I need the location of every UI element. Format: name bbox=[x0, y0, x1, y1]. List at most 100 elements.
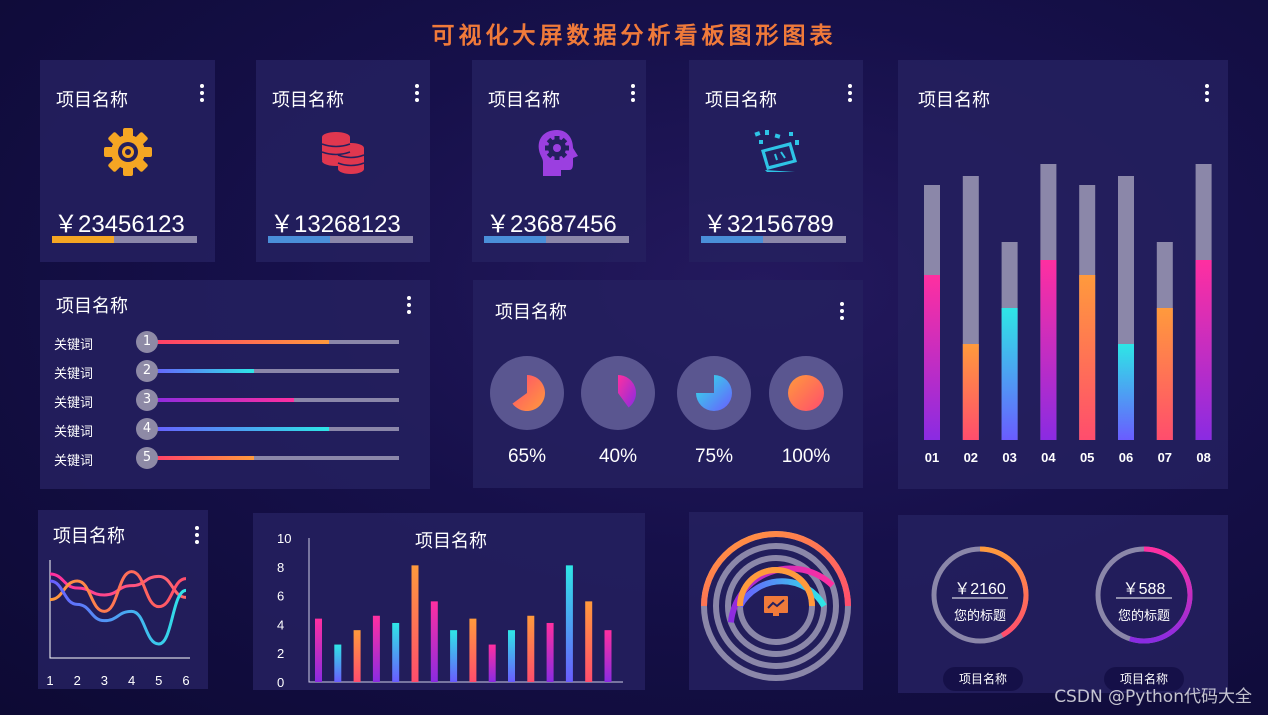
column-chart: 10 8 6 4 2 0 bbox=[277, 531, 623, 690]
keyword-row: 关键词 3 bbox=[54, 389, 414, 411]
keyword-row: 关键词 4 bbox=[54, 418, 414, 440]
bar-category-label: 03 bbox=[1002, 450, 1016, 465]
gauge-label: 您的标题 bbox=[1117, 609, 1170, 624]
page-title: 可视化大屏数据分析看板图形图表 bbox=[431, 23, 837, 49]
rank-badge: 3 bbox=[136, 389, 158, 411]
rank-badge: 2 bbox=[136, 360, 158, 382]
column-bar bbox=[430, 601, 438, 682]
column-bar bbox=[372, 615, 380, 682]
card-title: 项目名称 bbox=[705, 90, 777, 111]
keyword-label: 关键词 bbox=[54, 367, 94, 382]
column-bar bbox=[508, 630, 515, 682]
keyword-label: 关键词 bbox=[54, 338, 94, 353]
head-gear-icon bbox=[535, 128, 583, 182]
progress-fill bbox=[484, 236, 547, 243]
bar-category-label: 07 bbox=[1158, 450, 1172, 465]
bar-value bbox=[1001, 308, 1018, 440]
amount-value: ￥32156789 bbox=[703, 211, 834, 238]
line-series bbox=[49, 570, 187, 613]
amount-value: ￥23456123 bbox=[54, 211, 185, 238]
more-options-icon[interactable] bbox=[630, 84, 636, 104]
progress-fill bbox=[268, 236, 331, 243]
pie-percent-label: 100% bbox=[781, 446, 831, 467]
progress-bar bbox=[52, 236, 197, 243]
monitor-chart-icon bbox=[764, 596, 788, 616]
keyword-label: 关键词 bbox=[54, 425, 94, 440]
keyword-progress-track bbox=[149, 427, 399, 431]
item-name-button[interactable]: 项目名称 bbox=[943, 667, 1023, 691]
bar-category-label: 02 bbox=[964, 450, 978, 465]
pie-percent-label: 65% bbox=[507, 446, 547, 467]
more-options-icon[interactable] bbox=[839, 302, 845, 322]
x-tick-label: 1 bbox=[46, 673, 53, 688]
column-bar bbox=[546, 622, 554, 682]
more-options-icon[interactable] bbox=[1204, 84, 1210, 104]
keyword-progress-track bbox=[149, 456, 399, 460]
item-name-button[interactable]: 项目名称 bbox=[1104, 667, 1184, 691]
x-tick-label: 6 bbox=[182, 673, 189, 688]
stat-card: 项目名称 ￥13268123 bbox=[256, 60, 430, 262]
column-bar bbox=[565, 565, 573, 682]
y-tick-label: 0 bbox=[277, 675, 284, 690]
gauges-panel: ￥2160 您的标题 ￥588 您的标题 项目名称 项目名称 bbox=[898, 515, 1228, 693]
column-bar bbox=[411, 565, 419, 682]
bar-value bbox=[1156, 308, 1173, 440]
more-options-icon[interactable] bbox=[199, 84, 205, 104]
x-tick-label: 5 bbox=[155, 673, 162, 688]
progress-fill bbox=[701, 236, 764, 243]
pie-percent-label: 40% bbox=[598, 446, 638, 467]
more-options-icon[interactable] bbox=[406, 296, 412, 316]
keyword-row: 关键词 2 bbox=[54, 360, 414, 382]
concentric-ring-chart bbox=[701, 531, 851, 681]
column-bar bbox=[585, 601, 593, 682]
card-title: 项目名称 bbox=[488, 90, 560, 111]
keyword-progress-fill bbox=[149, 340, 329, 344]
bar-value bbox=[1079, 275, 1096, 440]
pie-chart bbox=[768, 355, 844, 431]
gauge-progress bbox=[1129, 546, 1193, 644]
gauge-value: ￥588 bbox=[1122, 581, 1166, 598]
progress-bar bbox=[484, 236, 629, 243]
axis-line bbox=[49, 560, 190, 659]
panel-title: 项目名称 bbox=[918, 90, 990, 111]
gauge-progress bbox=[979, 546, 1029, 638]
pie-panel: 项目名称 65% 40% 75% 100% bbox=[473, 280, 863, 488]
rank-badge: 4 bbox=[136, 418, 158, 440]
bar-value bbox=[1118, 344, 1134, 440]
keywords-panel: 项目名称 关键词 1 关键词 2 关键词 3 关键词 4 关键词 5 bbox=[40, 280, 430, 489]
bar-category-label: 06 bbox=[1119, 450, 1133, 465]
keyword-row: 关键词 1 bbox=[54, 331, 414, 353]
amount-value: ￥23687456 bbox=[486, 211, 617, 238]
progress-bar bbox=[268, 236, 413, 243]
bar-category-label: 05 bbox=[1080, 450, 1094, 465]
more-options-icon[interactable] bbox=[194, 526, 200, 546]
stat-card: 项目名称 ￥23687456 bbox=[472, 60, 646, 262]
column-bar bbox=[469, 618, 477, 682]
y-tick-label: 4 bbox=[277, 617, 284, 632]
progress-fill bbox=[52, 236, 115, 243]
keyword-progress-fill bbox=[149, 456, 254, 460]
line-series bbox=[49, 579, 187, 646]
y-tick-label: 10 bbox=[277, 531, 291, 546]
column-bar bbox=[392, 622, 400, 682]
axis-line bbox=[308, 538, 623, 683]
bar-chart-panel: 项目名称 01 02 03 04 05 06 07 08 bbox=[898, 60, 1228, 489]
x-tick-label: 2 bbox=[74, 673, 81, 688]
more-options-icon[interactable] bbox=[847, 84, 853, 104]
column-bar bbox=[353, 630, 361, 682]
card-title: 项目名称 bbox=[56, 90, 128, 111]
more-options-icon[interactable] bbox=[414, 84, 420, 104]
panel-title: 项目名称 bbox=[495, 302, 567, 323]
stat-card: 项目名称 ￥32156789 bbox=[689, 60, 863, 262]
bar-value bbox=[924, 275, 940, 440]
column-bar bbox=[334, 644, 342, 682]
rank-badge: 1 bbox=[136, 331, 158, 353]
bar-value bbox=[1040, 260, 1057, 440]
bar-category-label: 04 bbox=[1041, 450, 1056, 465]
y-tick-label: 6 bbox=[277, 589, 284, 604]
y-tick-label: 2 bbox=[277, 646, 284, 661]
amount-value: ￥13268123 bbox=[270, 211, 401, 238]
bar-category-label: 08 bbox=[1196, 450, 1210, 465]
column-bar bbox=[315, 618, 322, 682]
keyword-progress-track bbox=[149, 398, 399, 402]
